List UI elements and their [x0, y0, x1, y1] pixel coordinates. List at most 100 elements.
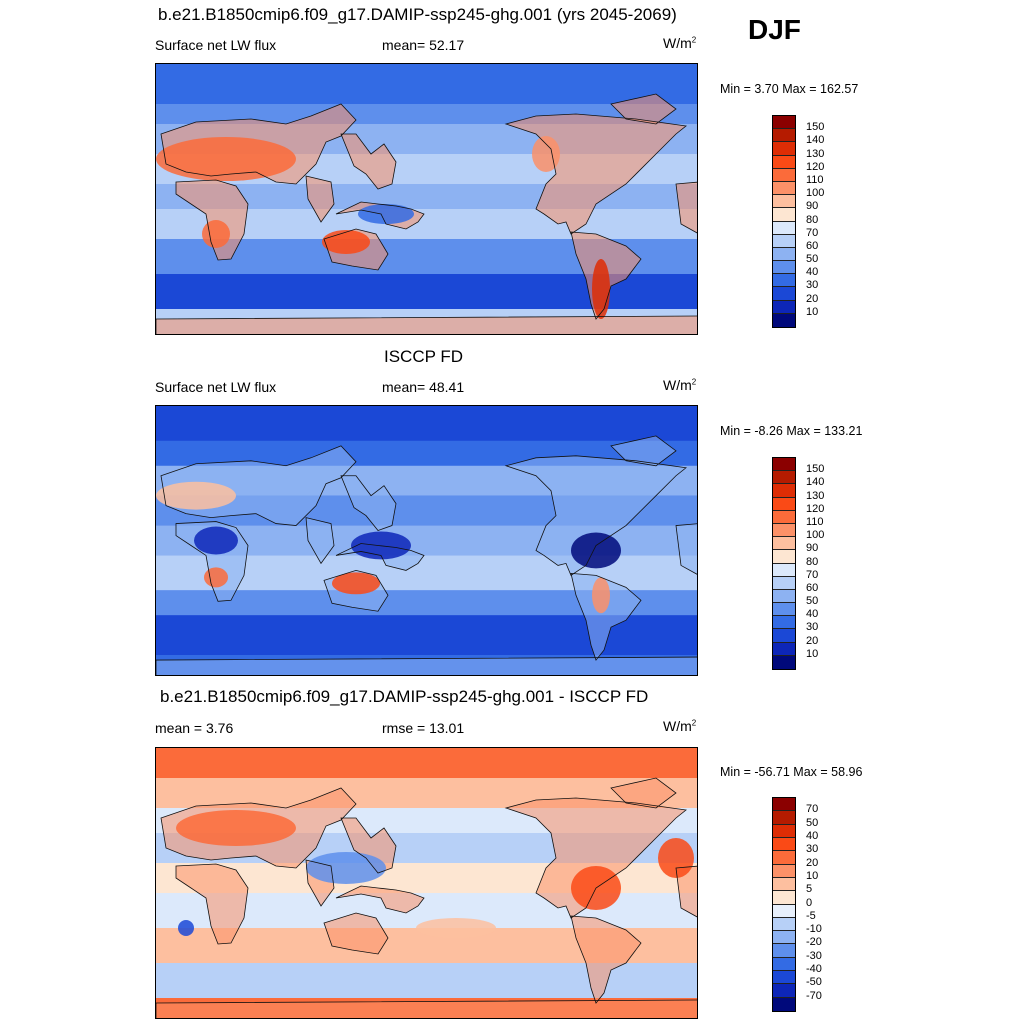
colorbar-swatch	[773, 642, 795, 656]
panel3-minmax: Min = -56.71 Max = 58.96	[720, 765, 863, 779]
colorbar-tick-label: 140	[806, 134, 825, 147]
colorbar-swatch	[773, 997, 795, 1011]
map-coastline	[156, 999, 697, 1018]
colorbar-tick-label: -30	[806, 949, 822, 962]
map-coastline	[175, 521, 249, 602]
map-coastline	[610, 435, 677, 467]
colorbar-swatch	[773, 971, 795, 985]
map-coastline	[570, 231, 642, 320]
colorbar-swatch	[773, 208, 795, 222]
colorbar-swatch	[773, 471, 795, 485]
map-land-shade	[156, 1000, 697, 1018]
colorbar-tick-label: 70	[806, 226, 819, 239]
colorbar-swatch	[773, 181, 795, 196]
map-coastline	[323, 228, 389, 271]
colorbar-swatch	[773, 155, 795, 169]
colorbar-tick-label: 120	[806, 502, 825, 515]
map-coastline	[323, 912, 389, 955]
colorbar-swatch	[773, 458, 795, 472]
colorbar-tick-label: 140	[806, 476, 825, 489]
colorbar-swatch	[773, 589, 795, 604]
map-coastline	[156, 656, 697, 675]
panel1-map	[155, 63, 698, 335]
colorbar-tick-label: -10	[806, 923, 822, 936]
map-band	[156, 748, 697, 778]
map-band	[156, 963, 697, 998]
colorbar-swatch	[773, 116, 795, 130]
map-land-shade	[324, 913, 388, 954]
map-land-shade	[306, 176, 334, 222]
map-coastline	[504, 797, 687, 919]
colorbar-tick-label: 20	[806, 634, 819, 647]
map-land-shade	[156, 657, 697, 675]
colorbar-tick-label: 40	[806, 829, 819, 842]
panel2-minmax: Min = -8.26 Max = 133.21	[720, 424, 863, 438]
map-coastline	[156, 315, 697, 334]
colorbar-swatch	[773, 550, 795, 564]
panel1-minmax: Min = 3.70 Max = 162.57	[720, 82, 859, 96]
colorbar-swatch	[773, 510, 795, 524]
colorbar-swatch	[773, 655, 795, 669]
map-field-blob	[532, 136, 560, 172]
map-coastline	[305, 175, 335, 223]
map-field-blob	[156, 481, 236, 510]
panel1-variable-label: Surface net LW flux	[155, 37, 277, 53]
panel3-colorbar	[772, 797, 796, 1012]
colorbar-tick-label: 40	[806, 266, 819, 279]
map-land-shade	[611, 435, 676, 466]
colorbar-swatch	[773, 142, 795, 156]
map-band	[156, 64, 697, 104]
colorbar-swatch	[773, 944, 795, 958]
colorbar-tick-label: -40	[806, 963, 822, 976]
colorbar-swatch	[773, 984, 795, 998]
colorbar-tick-label: -70	[806, 989, 822, 1002]
colorbar-tick-label: 50	[806, 253, 819, 266]
colorbar-tick-label: 70	[806, 568, 819, 581]
colorbar-swatch	[773, 629, 795, 643]
map-field-blob	[204, 567, 228, 588]
map-land-shade	[336, 886, 424, 913]
map-field-blob	[592, 259, 610, 319]
map-coastline	[323, 569, 389, 612]
panel2-title: ISCCP FD	[384, 347, 464, 366]
colorbar-tick-label: 30	[806, 279, 819, 292]
colorbar-tick-label: 130	[806, 489, 825, 502]
map-coastline	[340, 817, 397, 874]
colorbar-swatch	[773, 523, 795, 538]
colorbar-swatch	[773, 313, 795, 327]
colorbar-tick-label: -5	[806, 909, 816, 922]
map-coastline	[160, 787, 357, 869]
colorbar-tick-label: 150	[806, 463, 825, 476]
colorbar-swatch	[773, 129, 795, 143]
colorbar-swatch	[773, 221, 795, 235]
colorbar-swatch	[773, 931, 795, 945]
colorbar-swatch	[773, 864, 795, 878]
colorbar-tick-label: 120	[806, 160, 825, 173]
panel2-map	[155, 405, 698, 676]
panel1-title: b.e21.B1850cmip6.f09_g17.DAMIP-ssp245-gh…	[158, 5, 677, 24]
panel1-colorbar	[772, 115, 796, 328]
colorbar-swatch	[773, 904, 795, 918]
colorbar-swatch	[773, 247, 795, 262]
panel2-variable-label: Surface net LW flux	[155, 379, 277, 395]
colorbar-swatch	[773, 576, 795, 590]
map-field-blob	[194, 526, 238, 555]
colorbar-swatch	[773, 563, 795, 577]
map-coastline	[610, 93, 677, 125]
colorbar-tick-label: 70	[806, 803, 819, 816]
colorbar-tick-label: 100	[806, 529, 825, 542]
map-land-shade	[676, 866, 697, 917]
map-field-blob	[156, 137, 296, 181]
colorbar-tick-label: 60	[806, 581, 819, 594]
map-land-shade	[571, 916, 641, 1003]
map-coastline	[675, 181, 697, 234]
map-coastline	[175, 863, 249, 945]
colorbar-swatch	[773, 195, 795, 209]
map-land-shade	[506, 455, 686, 576]
panel3-title: b.e21.B1850cmip6.f09_g17.DAMIP-ssp245-gh…	[160, 687, 649, 706]
colorbar-tick-label: 10	[806, 869, 819, 882]
map-coastline	[340, 133, 397, 190]
colorbar-tick-label: 20	[806, 856, 819, 869]
map-field-blob	[416, 918, 496, 938]
map-land-shade	[341, 475, 396, 531]
